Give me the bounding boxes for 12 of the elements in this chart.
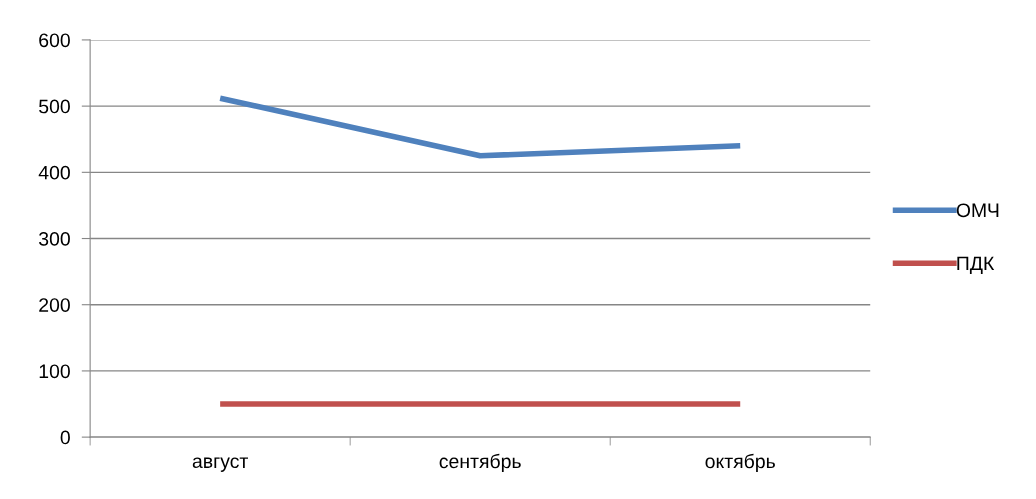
y-tick-label: 200 (39, 298, 70, 312)
x-tick-label: август (192, 457, 248, 472)
legend-label: ПДК (957, 256, 995, 274)
y-tick-label: 0 (60, 430, 70, 445)
y-tick-label: 300 (38, 231, 70, 246)
x-tick-label: октябрь (705, 453, 775, 473)
legend-label: ОМЧ (956, 203, 999, 218)
y-tick-label: 400 (38, 165, 70, 180)
y-tick-label: 600 (39, 33, 70, 48)
y-tick-label: 500 (39, 99, 70, 114)
x-tick-label: сентябрь (439, 453, 521, 473)
y-tick-label: 100 (39, 364, 70, 379)
